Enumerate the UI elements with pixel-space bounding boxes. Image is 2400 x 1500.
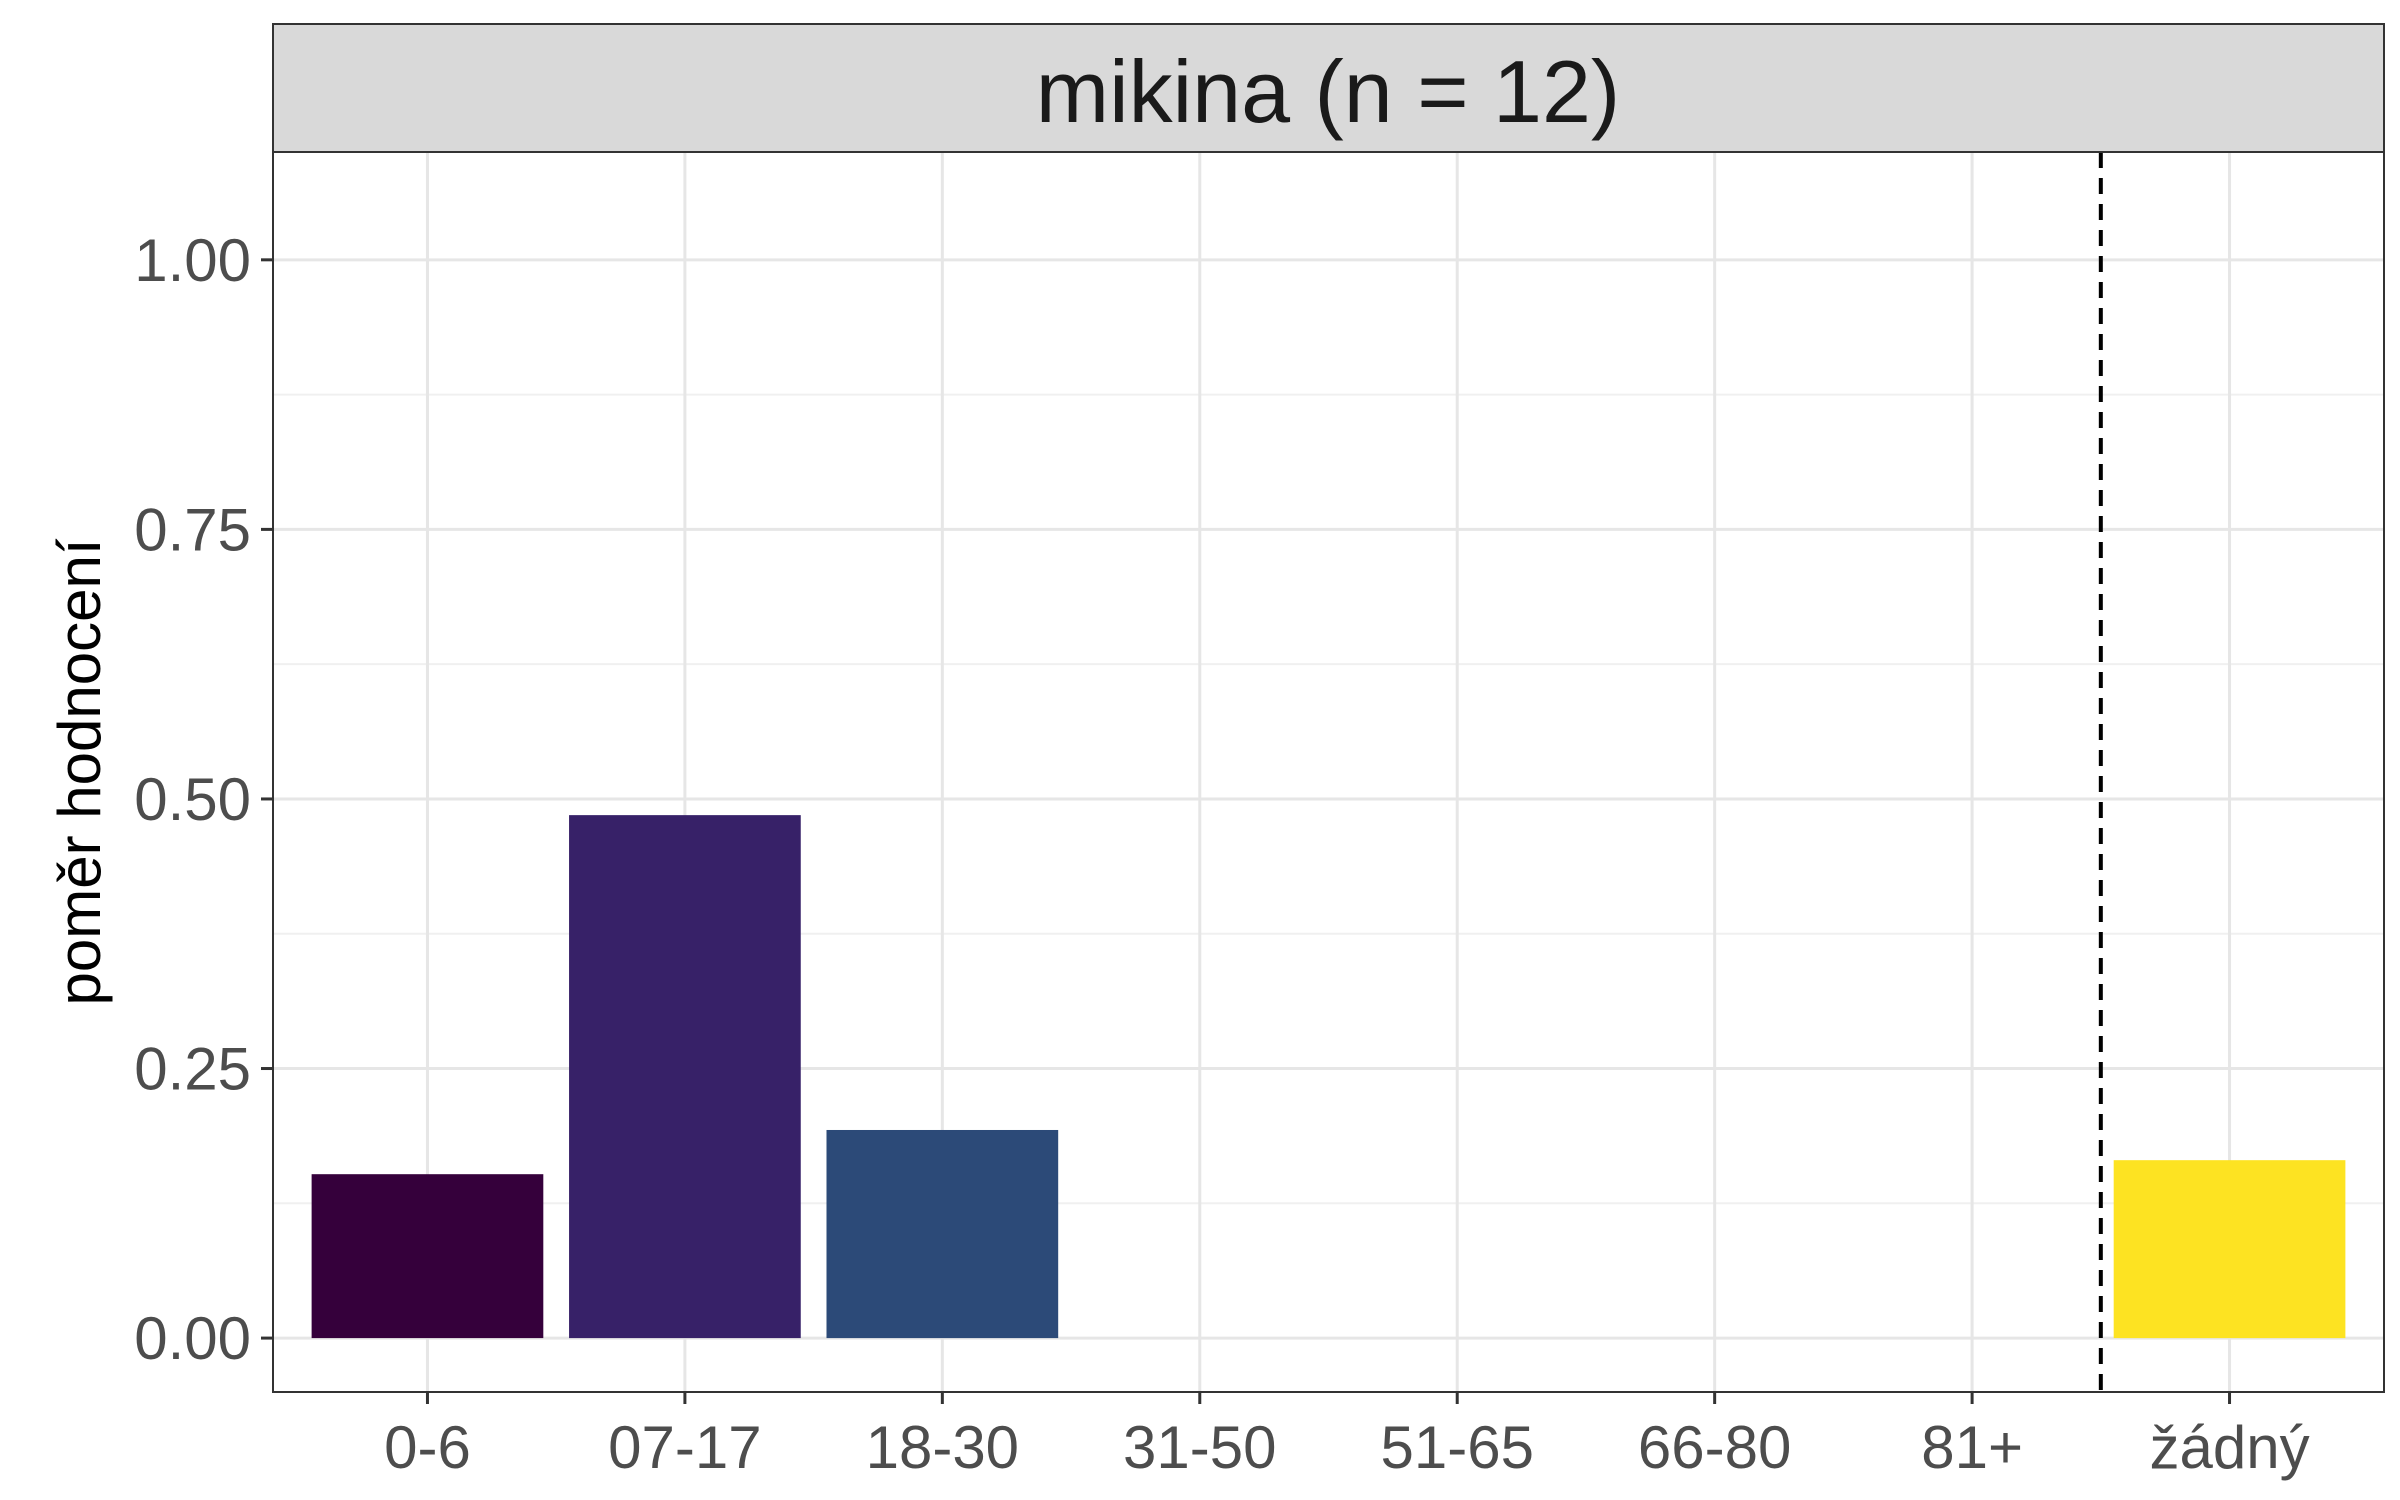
y-axis-title: poměr hodnocení — [46, 538, 113, 1005]
facet-strip — [272, 23, 2385, 153]
x-tick-label: 18-30 — [866, 1414, 1019, 1481]
bar — [2113, 1160, 2346, 1339]
x-tick-label: 0-6 — [384, 1414, 471, 1481]
y-tick-label: 0.25 — [134, 1036, 251, 1103]
bar — [826, 1129, 1059, 1339]
y-tick-label: 0.00 — [134, 1305, 251, 1372]
bar — [311, 1174, 544, 1339]
y-tick-label: 0.75 — [134, 496, 251, 563]
x-tick-label: 31-50 — [1123, 1414, 1276, 1481]
bars — [311, 815, 2346, 1339]
x-tick-label: 66-80 — [1638, 1414, 1791, 1481]
y-tick-label: 0.50 — [134, 766, 251, 833]
x-tick-label: žádný — [2149, 1414, 2309, 1481]
axes: 0.00 0.25 0.50 0.75 1.00 0-6 07-17 18-30 31-50 51… — [134, 227, 2309, 1481]
plot-panel-border — [272, 151, 2385, 1393]
x-tick-label: 07-17 — [608, 1414, 761, 1481]
x-tick-label: 81+ — [1921, 1414, 2023, 1481]
y-tick-label: 1.00 — [134, 227, 251, 294]
x-tick-label: 51-65 — [1380, 1414, 1533, 1481]
bar — [569, 815, 801, 1339]
facet-title: mikina (n = 12) — [1036, 42, 1620, 141]
